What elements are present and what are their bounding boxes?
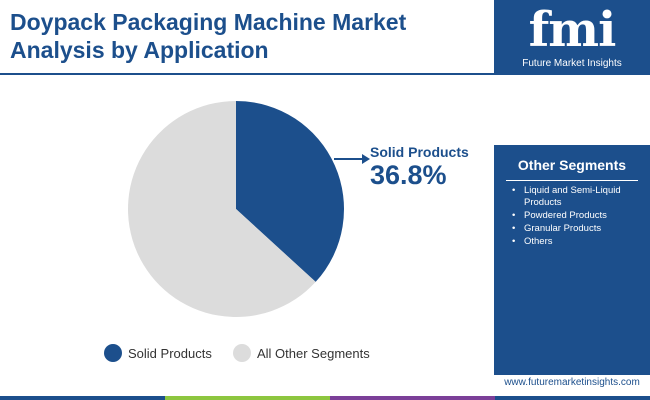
bottom-bar-blue [0, 396, 165, 400]
chart-title: Doypack Packaging Machine Market Analysi… [10, 9, 407, 63]
annotation-arrow-head [362, 154, 370, 164]
legend-label-solid-products: Solid Products [128, 346, 212, 361]
pie-slice-solid-products [236, 101, 345, 282]
legend-label-all-other-segments: All Other Segments [257, 346, 370, 361]
annotation-label: Solid Products [370, 144, 469, 160]
segment-item-granular: Granular Products [508, 223, 642, 235]
other-segments-panel: Other Segments Liquid and Semi-Liquid Pr… [494, 145, 650, 375]
logo-mark: fmi [528, 2, 617, 58]
annotation-value: 36.8% [370, 160, 447, 190]
title-divider [0, 73, 494, 75]
segment-item-powdered: Powdered Products [508, 210, 642, 222]
pie-chart: Solid Products 36.8% Solid Products All … [104, 101, 469, 362]
website-link[interactable]: www.futuremarketinsights.com [504, 377, 640, 388]
bottom-bar-purple [330, 396, 495, 400]
sidebar: fmi Future Market Insights Other Segment… [494, 0, 650, 400]
pie-slice-all-other-segments [128, 101, 316, 318]
other-segments-divider [506, 180, 638, 181]
legend-swatch-solid-products [104, 344, 122, 362]
other-segments-list: Liquid and Semi-Liquid Products Powdered… [508, 185, 642, 249]
other-segments-heading: Other Segments [517, 157, 627, 173]
legend-swatch-all-other-segments [233, 344, 251, 362]
logo-name: Future Market Insights [522, 58, 622, 69]
segment-item-liquid: Liquid and Semi-Liquid Products [508, 185, 642, 209]
bottom-bar-blue-end [495, 396, 650, 400]
bottom-color-bar [0, 396, 650, 400]
logo: fmi Future Market Insights [494, 0, 650, 75]
segment-item-others: Others [508, 236, 642, 248]
bottom-bar-green [165, 396, 330, 400]
